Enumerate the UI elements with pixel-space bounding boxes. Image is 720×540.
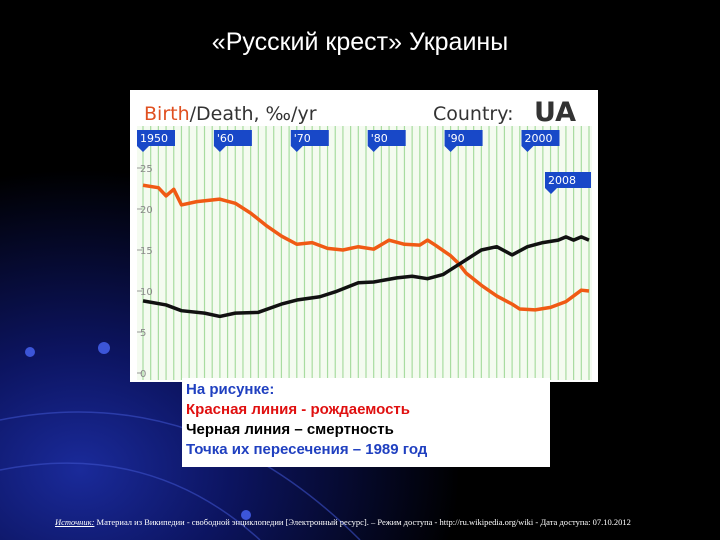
caption-line: На рисунке: [186, 381, 275, 398]
footer-label: Источник: [55, 517, 95, 527]
x-tick-label: '80 [371, 132, 388, 145]
caption-line: Точка их пересечения – 1989 год [186, 441, 428, 458]
x-tick-label: 2008 [548, 174, 576, 187]
x-tick [521, 130, 560, 152]
chart: Birth/Death, ‰/yr Country: UA 0 5 10 15 20 25… [130, 90, 598, 382]
x-tick [290, 130, 329, 152]
caption: На рисунке: Красная линия - рождаемость … [182, 378, 550, 467]
y-tick-label: 5 [140, 328, 146, 339]
year-flag: '80 [367, 130, 406, 152]
x-tick [367, 130, 406, 152]
footer: Источник: Материал из Википедии - свобод… [55, 517, 715, 527]
y-tick-label: 20 [140, 205, 153, 216]
x-tick [137, 130, 175, 152]
y-tick-label: 10 [140, 287, 153, 298]
y-tick-label: 15 [140, 246, 153, 257]
year-flag: 1950 [137, 130, 175, 152]
y-tick-label: 25 [140, 164, 153, 175]
y-tick-label: 0 [140, 369, 146, 380]
year-flag: 2008 [545, 172, 591, 194]
plot-bg [137, 126, 592, 380]
year-flag: '90 [444, 130, 483, 152]
slide-title: «Русский крест» Украины [211, 28, 509, 56]
footer-text: Материал из Википедии - свободной энцикл… [94, 517, 631, 527]
country: UA [534, 97, 576, 128]
title-part: Birth [144, 103, 190, 125]
chart-title: Birth/Death, ‰/yr [144, 103, 317, 125]
x-tick-label: '70 [294, 132, 311, 145]
x-tick-label: '90 [448, 132, 465, 145]
country-label: Country: [433, 103, 514, 125]
x-tick-label: 2000 [524, 132, 552, 145]
year-flag: '70 [290, 130, 329, 152]
x-tick [545, 172, 591, 194]
x-tick-label: 1950 [140, 132, 168, 145]
x-tick [213, 130, 252, 152]
data-line [142, 183, 590, 312]
x-tick-label: '60 [217, 132, 234, 145]
caption-line: Черная линия – смертность [186, 421, 394, 438]
year-flag: 2000 [521, 130, 560, 152]
title-part: /Death, ‰/yr [190, 103, 317, 125]
caption-line: Красная линия - рождаемость [186, 401, 410, 418]
year-flag: '60 [213, 130, 252, 152]
data-line [142, 235, 590, 319]
x-tick [444, 130, 483, 152]
